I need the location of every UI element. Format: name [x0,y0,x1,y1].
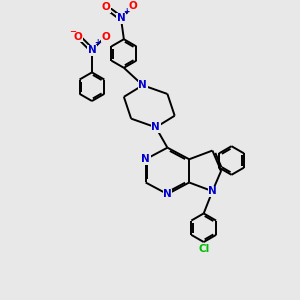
Text: O: O [129,1,138,11]
Text: +: + [94,38,100,46]
Text: +: + [124,7,130,16]
Text: O: O [74,32,83,42]
Text: N: N [208,186,217,196]
Text: −: − [69,27,76,36]
Text: Cl: Cl [198,244,209,254]
Text: N: N [117,13,125,23]
Text: O: O [101,32,110,42]
Text: N: N [138,80,147,90]
Text: N: N [163,189,172,199]
Text: O: O [102,2,110,12]
Text: N: N [152,122,160,132]
Text: N: N [88,45,96,55]
Text: N: N [141,154,150,164]
